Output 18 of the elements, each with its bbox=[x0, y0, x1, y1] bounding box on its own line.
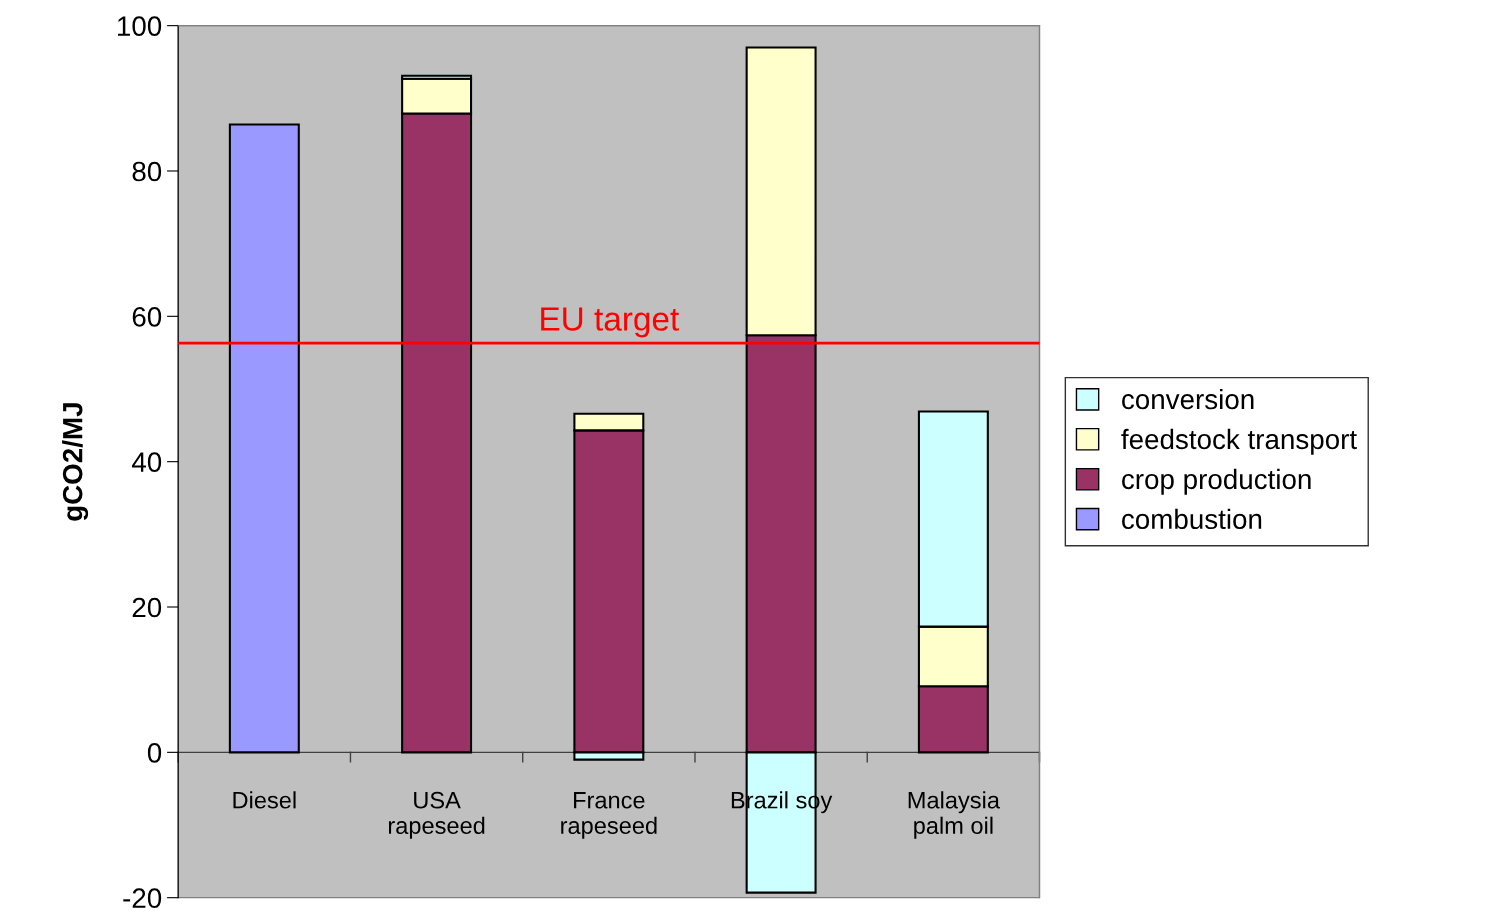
legend-label: crop production bbox=[1122, 468, 1311, 495]
y-axis-title: gCO2/MJ bbox=[62, 403, 89, 521]
y-tick-label: 0 bbox=[147, 743, 162, 763]
legend-label: feedstock transport bbox=[1121, 428, 1357, 455]
y-tick-label: 20 bbox=[132, 597, 162, 618]
legend-label: combustion bbox=[1122, 508, 1262, 530]
legend-label: conversion bbox=[1122, 388, 1254, 410]
bar bbox=[228, 123, 300, 754]
y-tick-label: -20 bbox=[123, 888, 162, 909]
ref-line-label: EU target bbox=[541, 307, 680, 338]
x-tick-label: Diesel bbox=[233, 791, 296, 809]
x-tick-label: USA rapeseed bbox=[388, 791, 485, 839]
y-tick-label: 40 bbox=[131, 452, 162, 472]
y-tick-label: 100 bbox=[118, 16, 162, 36]
y-tick-label: 80 bbox=[132, 161, 162, 182]
x-tick-label: Malaysia palm oil bbox=[908, 791, 1000, 839]
x-tick-label: France rapeseed bbox=[561, 792, 657, 839]
y-tick-label: 60 bbox=[132, 306, 162, 327]
